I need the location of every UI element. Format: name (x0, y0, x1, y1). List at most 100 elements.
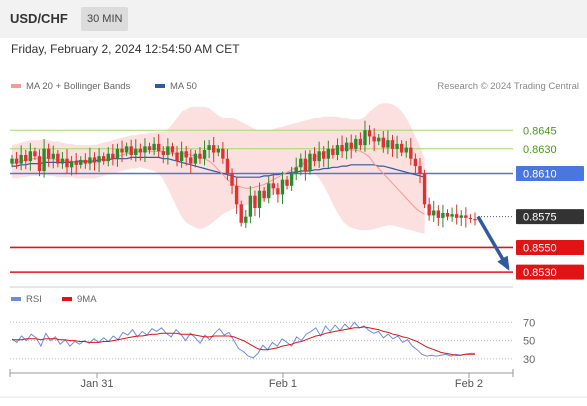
candle-body (372, 136, 376, 142)
legend-9ma: 9MA (62, 294, 97, 305)
legend-rsi: RSI (11, 294, 42, 305)
candle-body (303, 158, 308, 171)
candle-body (120, 148, 124, 153)
candle-body (271, 183, 275, 189)
candle-body (432, 210, 436, 216)
candle-body (276, 188, 280, 195)
candle-body (189, 157, 193, 164)
candle-body (340, 145, 344, 152)
candle-body (207, 145, 211, 151)
legend-9ma-label: 9MA (77, 294, 97, 305)
candle-body (193, 153, 198, 164)
level-tag-0.8610 (516, 165, 584, 181)
level-tag-0.8575 (516, 209, 584, 225)
candle-body (79, 159, 83, 165)
candle-body (161, 151, 165, 155)
candle-body (367, 130, 372, 137)
candle-body (349, 142, 353, 149)
candle-body (92, 157, 97, 163)
candle-body (422, 173, 427, 205)
candle-body (344, 142, 349, 152)
candle-body (184, 151, 188, 158)
candle-body (418, 166, 422, 174)
candle-body (212, 145, 216, 153)
bollinger-band (12, 103, 425, 234)
candle-body (101, 156, 106, 162)
level-label-0.8550: 0.8550 (523, 242, 557, 254)
rsi-ma-line (12, 326, 475, 356)
candle-body (56, 153, 60, 164)
candle-body (216, 148, 220, 153)
forecast-arrow-head (497, 255, 510, 271)
9ma-swatch (62, 297, 72, 302)
candle-body (441, 212, 445, 218)
candle-body (129, 146, 133, 155)
candle-body (326, 148, 331, 159)
level-tag-0.8630 (516, 141, 584, 157)
candle-body (409, 147, 413, 159)
candle-body (294, 167, 298, 174)
candle-body (354, 138, 358, 149)
candle-body (202, 150, 207, 159)
candle-body (299, 158, 303, 168)
candle-body (230, 173, 234, 186)
candle-body (377, 137, 381, 142)
candle-body (33, 151, 37, 157)
ma20-swatch (11, 84, 21, 89)
rsi-swatch (11, 297, 21, 302)
candle-body (124, 146, 129, 153)
candle-body (28, 151, 33, 162)
level-label-0.8530: 0.8530 (523, 267, 557, 279)
time-label-2: Feb 2 (455, 378, 483, 390)
time-label-1: Feb 1 (269, 378, 297, 390)
candle-body (179, 151, 184, 162)
candle-body (390, 140, 395, 149)
candle-body (358, 138, 363, 146)
candle-body (111, 153, 115, 159)
candle-body (143, 146, 147, 153)
rsi-tick-70: 70 (523, 317, 535, 329)
candle-body (454, 214, 459, 218)
candle-body (74, 161, 78, 165)
legend-ma50: MA 50 (155, 81, 197, 92)
symbol-label: USD/CHF (10, 11, 68, 26)
timeframe-button[interactable]: 30 MIN (81, 7, 129, 31)
candle-body (289, 173, 294, 186)
rsi-line (11, 321, 475, 359)
candle-body (10, 158, 14, 164)
candle-body (413, 158, 418, 167)
candle-body (65, 158, 69, 168)
rsi-tick-30: 30 (523, 354, 535, 366)
candle-body (106, 153, 110, 162)
candle-body (450, 214, 454, 217)
level-tag-0.8530 (516, 264, 584, 280)
candle-body (312, 153, 317, 162)
candles (10, 120, 477, 228)
candle-body (152, 143, 156, 151)
level-label-0.8630: 0.8630 (523, 144, 557, 156)
candle-body (198, 153, 202, 159)
candle-body (83, 159, 88, 164)
candle-body (267, 183, 271, 199)
candle-body (156, 143, 161, 152)
candle-body (88, 157, 92, 164)
candle-body (262, 190, 266, 199)
candle-body (285, 179, 289, 186)
candle-body (170, 146, 175, 153)
candle-body (234, 185, 239, 205)
candle-body (317, 151, 321, 162)
toolbar: USD/CHF 30 MIN (0, 0, 587, 38)
candle-body (473, 219, 477, 221)
level-tag-0.8645 (516, 122, 584, 138)
candle-body (386, 140, 390, 148)
ma50-swatch (155, 84, 165, 89)
candle-body (60, 158, 65, 164)
level-label-0.8575: 0.8575 (523, 212, 557, 224)
candle-body (19, 154, 23, 164)
candle-body (244, 216, 248, 223)
research-credit: Research © 2024 Trading Central (437, 81, 579, 92)
candle-body (395, 143, 399, 149)
candle-body (399, 143, 404, 153)
candle-body (138, 148, 143, 153)
